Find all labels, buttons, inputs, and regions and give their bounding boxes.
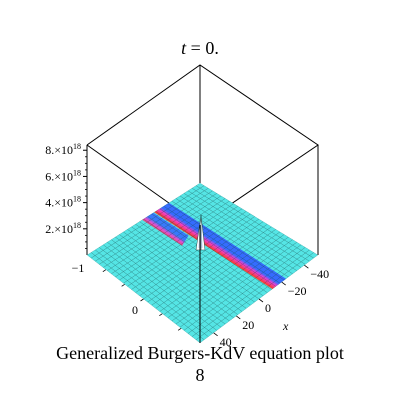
caption-line-1: Generalized Burgers-KdV equation plot: [56, 343, 344, 363]
y-tick-mark: [121, 284, 125, 287]
z-axis: 8.×1018 6.×1018 4.×1018 2.×1018: [45, 142, 87, 249]
y-tick-mark: [159, 313, 163, 316]
x-axis-label: x: [282, 319, 289, 333]
x-tick-label: 0: [265, 301, 271, 315]
z-tick-label: 8.×1018: [45, 142, 81, 157]
z-tick-label: 2.×1018: [45, 221, 81, 236]
x-tick-mark: [281, 281, 286, 286]
x-tick-label: 20: [242, 318, 254, 332]
x-tick-label: 40: [220, 335, 232, 349]
x-tick-mark: [258, 298, 264, 303]
y-tick-mark: [177, 328, 182, 331]
x-tick-mark: [236, 315, 241, 320]
soliton-band: [137, 187, 289, 294]
y-tick-label: −1: [72, 261, 85, 275]
y-tick-mark: [140, 298, 144, 302]
surface-floor: [87, 183, 318, 343]
x-tick-mark: [304, 264, 309, 269]
x-axis: −40−20 0 20 40: [213, 264, 329, 349]
y-tick-label: 0: [132, 303, 138, 317]
figure-caption: Generalized Burgers-KdV equation plot 8: [0, 342, 400, 386]
z-tick-label: 6.×1018: [45, 168, 81, 183]
x-tick-mark: [213, 332, 218, 337]
x-tick-label: −20: [288, 284, 307, 298]
x-tick-label: −40: [310, 267, 329, 281]
surface: [87, 183, 318, 343]
surface-mesh: [87, 183, 318, 343]
caption-line-2: 8: [195, 365, 205, 385]
y-tick-mark: [102, 269, 107, 272]
plot-title: t = 0.: [181, 38, 219, 58]
z-tick-label: 4.×1018: [45, 195, 81, 210]
y-axis: −1 0: [72, 261, 182, 331]
